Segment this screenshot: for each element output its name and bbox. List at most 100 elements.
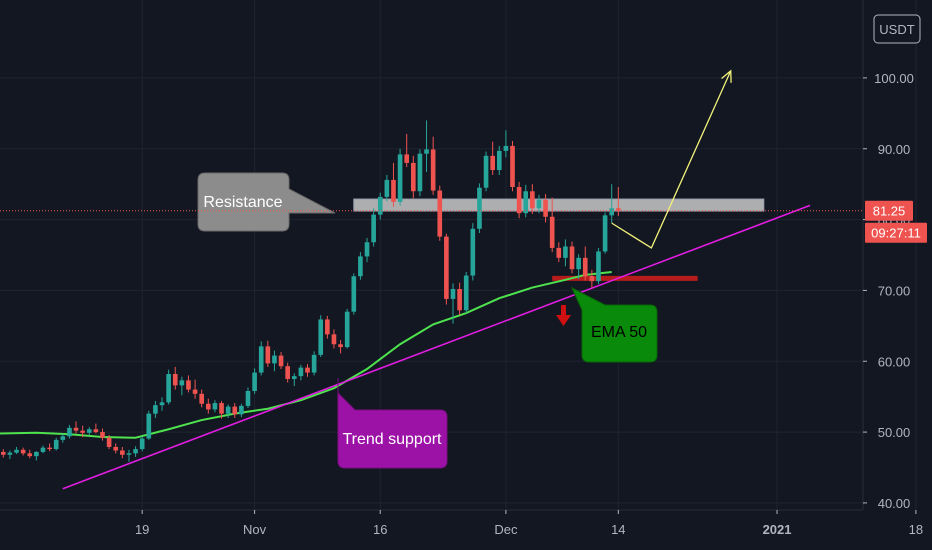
drawing-tools[interactable] [611, 69, 732, 249]
candle[interactable] [212, 400, 218, 413]
candle[interactable] [430, 136, 436, 195]
candle[interactable] [483, 151, 489, 192]
candle[interactable] [67, 425, 72, 439]
candle[interactable] [410, 155, 416, 199]
time-axis[interactable]: 19 Nov 16 Dec 14 2021 18 [0, 509, 923, 537]
candle[interactable] [245, 387, 251, 408]
ema-50-line[interactable] [0, 271, 612, 439]
candle[interactable] [563, 239, 568, 267]
candle[interactable] [27, 449, 33, 459]
candle[interactable] [510, 140, 515, 192]
trend-support-line[interactable] [62, 204, 811, 490]
candle[interactable] [272, 350, 277, 372]
candle[interactable] [437, 185, 443, 241]
candle[interactable] [311, 351, 317, 376]
candle[interactable] [351, 273, 357, 315]
candle[interactable] [113, 443, 119, 454]
currency-badge[interactable]: USDT [873, 14, 921, 44]
candle[interactable] [179, 376, 185, 396]
support-zone[interactable] [552, 275, 698, 281]
candle[interactable] [496, 145, 502, 175]
projection-path[interactable] [611, 70, 732, 249]
candle[interactable] [20, 447, 26, 456]
candle[interactable] [73, 421, 79, 434]
candle[interactable] [40, 445, 46, 454]
candle[interactable] [199, 389, 205, 408]
candle[interactable] [80, 425, 85, 438]
candle[interactable] [278, 352, 284, 370]
candle[interactable] [219, 400, 224, 419]
candle[interactable] [258, 341, 264, 376]
candle[interactable] [457, 282, 462, 316]
resistance-callout[interactable]: Resistance [197, 172, 336, 232]
candle[interactable] [120, 446, 125, 459]
candle[interactable] [7, 450, 13, 460]
resistance-zone[interactable] [353, 198, 765, 212]
candle[interactable] [364, 238, 370, 263]
candle[interactable] [186, 375, 191, 393]
candlestick-series[interactable] [0, 120, 621, 462]
trend-support-callout[interactable]: Trend support [337, 378, 448, 469]
candle[interactable] [338, 340, 343, 354]
candle[interactable] [318, 315, 324, 357]
candle[interactable] [530, 184, 535, 214]
candle[interactable] [298, 364, 304, 381]
candle[interactable] [450, 283, 456, 324]
candle[interactable] [126, 449, 132, 462]
candle[interactable] [100, 428, 105, 441]
candle[interactable] [53, 437, 59, 451]
candle[interactable] [133, 446, 138, 457]
candle[interactable] [384, 174, 390, 202]
candle[interactable] [417, 149, 423, 197]
candle[interactable] [146, 410, 152, 440]
candle[interactable] [444, 233, 449, 305]
candle[interactable] [14, 446, 19, 455]
candle[interactable] [265, 340, 271, 367]
candle[interactable] [0, 449, 6, 458]
candle[interactable] [172, 366, 178, 390]
candle[interactable] [86, 427, 92, 436]
candle[interactable] [60, 433, 66, 443]
candle[interactable] [291, 373, 297, 387]
candle[interactable] [543, 194, 548, 223]
candle[interactable] [589, 269, 595, 288]
candle[interactable] [609, 184, 615, 224]
candle[interactable] [596, 247, 601, 285]
candle[interactable] [358, 252, 363, 280]
candle[interactable] [192, 379, 198, 399]
candle[interactable] [576, 254, 581, 280]
candle[interactable] [371, 208, 376, 247]
candle[interactable] [285, 362, 290, 383]
candle[interactable] [344, 308, 350, 349]
candle[interactable] [331, 329, 337, 349]
candle[interactable] [470, 223, 476, 281]
candle[interactable] [153, 400, 158, 418]
candle[interactable] [391, 162, 396, 207]
candle[interactable] [139, 436, 145, 452]
candle[interactable] [404, 133, 410, 168]
candle[interactable] [34, 451, 39, 461]
candle[interactable] [397, 148, 403, 206]
candle[interactable] [159, 397, 165, 411]
candle[interactable] [205, 398, 211, 414]
candle[interactable] [582, 246, 588, 281]
candle[interactable] [569, 241, 575, 274]
candle[interactable] [93, 423, 99, 434]
candle[interactable] [252, 368, 257, 394]
candle[interactable] [516, 182, 522, 219]
candle[interactable] [47, 443, 52, 452]
candle[interactable] [106, 434, 112, 450]
candle[interactable] [602, 212, 608, 254]
candle[interactable] [477, 183, 482, 234]
candle[interactable] [305, 364, 310, 377]
candle[interactable] [536, 194, 542, 214]
ema-50-callout[interactable]: EMA 50 [570, 286, 658, 363]
candle[interactable] [166, 369, 171, 405]
candle[interactable] [225, 404, 231, 418]
candle[interactable] [232, 403, 238, 418]
candle[interactable] [556, 242, 562, 263]
candle[interactable] [377, 192, 383, 220]
candle[interactable] [239, 403, 244, 418]
candle[interactable] [463, 272, 469, 314]
